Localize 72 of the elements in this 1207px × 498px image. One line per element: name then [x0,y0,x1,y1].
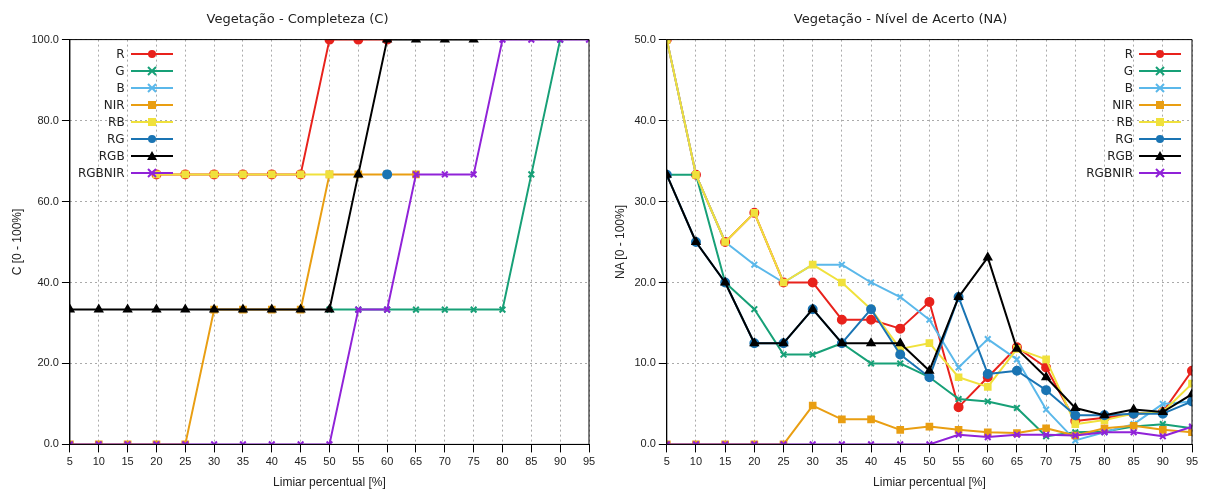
x-tick-label: 90 [554,455,567,468]
y-tick-label: 50.0 [634,32,656,45]
y-tick-label: 40.0 [37,275,59,288]
legend-label: B [1124,79,1133,97]
x-tick-label: 40 [864,455,878,468]
x-tick-label: 90 [1156,455,1169,468]
x-tick-label: 70 [1039,455,1053,468]
y-axis-title: C [0 - 100%] [9,208,24,276]
y-tick-label: 30.0 [634,194,656,207]
x-tick-label: 40 [265,455,278,468]
x-tick-label: 20 [150,455,163,468]
legend-label: R [1124,45,1133,63]
chart-title: Vegetação - Completeza (C) [206,11,389,27]
x-tick-label: 10 [689,455,703,468]
x-tick-label: 95 [582,455,596,468]
x-tick-label: 70 [438,455,451,468]
legend-label: G [1123,62,1133,80]
x-tick-label: 15 [121,455,134,468]
x-tick-label: 20 [748,455,761,468]
legend-label: RGBNIR [77,164,125,182]
x-tick-label: 50 [323,455,336,468]
y-tick-label: 40.0 [634,113,656,126]
x-tick-label: 25 [777,455,790,468]
y-tick-label: 20.0 [634,275,656,288]
legend-label: RB [108,113,125,131]
x-tick-label: 95 [1185,455,1199,468]
x-tick-label: 35 [236,455,250,468]
legend-label: RGB [98,147,125,165]
y-tick-label: 0.0 [43,437,59,450]
x-tick-label: 25 [179,455,192,468]
x-tick-label: 60 [981,455,994,468]
legend-label: RGBNIR [1086,164,1133,182]
x-tick-label: 30 [207,455,221,468]
x-tick-label: 75 [467,455,480,468]
x-tick-label: 10 [92,455,105,468]
x-tick-label: 15 [719,455,732,468]
x-tick-label: 75 [1069,455,1082,468]
x-tick-label: 80 [496,455,509,468]
legend-label: RB [1116,113,1133,131]
legend-label: NIR [103,96,125,114]
y-tick-label: 20.0 [37,356,59,369]
x-tick-label: 30 [806,455,819,468]
x-tick-label: 65 [1010,455,1024,468]
x-tick-label: 45 [894,455,907,468]
x-tick-label: 45 [294,455,307,468]
x-axis-title: Limiar percentual [%] [273,475,386,490]
x-tick-label: 35 [835,455,848,468]
x-tick-label: 60 [381,455,394,468]
x-axis-title: Limiar percentual [%] [873,475,986,490]
x-tick-label: 80 [1098,455,1111,468]
x-tick-label: 50 [923,455,936,468]
y-axis-title: NA [0 - 100%] [612,204,627,280]
y-tick-label: 100.0 [31,32,59,45]
y-tick-label: 10.0 [634,356,656,369]
y-tick-label: 0.0 [640,437,656,450]
legend-label: RGB [1107,147,1133,165]
y-tick-label: 60.0 [37,194,59,207]
x-tick-label: 85 [1127,455,1140,468]
legend-label: RG [1115,130,1133,148]
legend-label: G [115,62,125,80]
x-tick-label: 55 [952,455,965,468]
x-tick-label: 65 [409,455,423,468]
legend-label: NIR [1112,96,1133,114]
x-tick-label: 85 [525,455,538,468]
y-tick-label: 80.0 [37,113,59,126]
legend-label: RG [107,130,125,148]
chart-title: Vegetação - Nível de Acerto (NA) [793,11,1008,27]
legend-label: B [116,79,125,97]
legend-label: R [116,45,125,63]
x-tick-label: 5 [66,455,73,468]
x-tick-label: 5 [663,455,670,468]
x-tick-label: 55 [352,455,365,468]
